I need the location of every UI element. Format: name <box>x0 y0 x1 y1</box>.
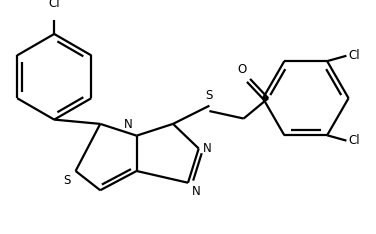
Text: Cl: Cl <box>349 49 360 62</box>
Text: Cl: Cl <box>349 134 360 147</box>
Text: S: S <box>63 174 70 187</box>
Text: N: N <box>203 142 212 155</box>
Text: Cl: Cl <box>49 0 60 11</box>
Text: N: N <box>192 185 201 198</box>
Text: N: N <box>124 118 132 131</box>
Text: S: S <box>206 89 213 102</box>
Text: O: O <box>238 63 247 76</box>
